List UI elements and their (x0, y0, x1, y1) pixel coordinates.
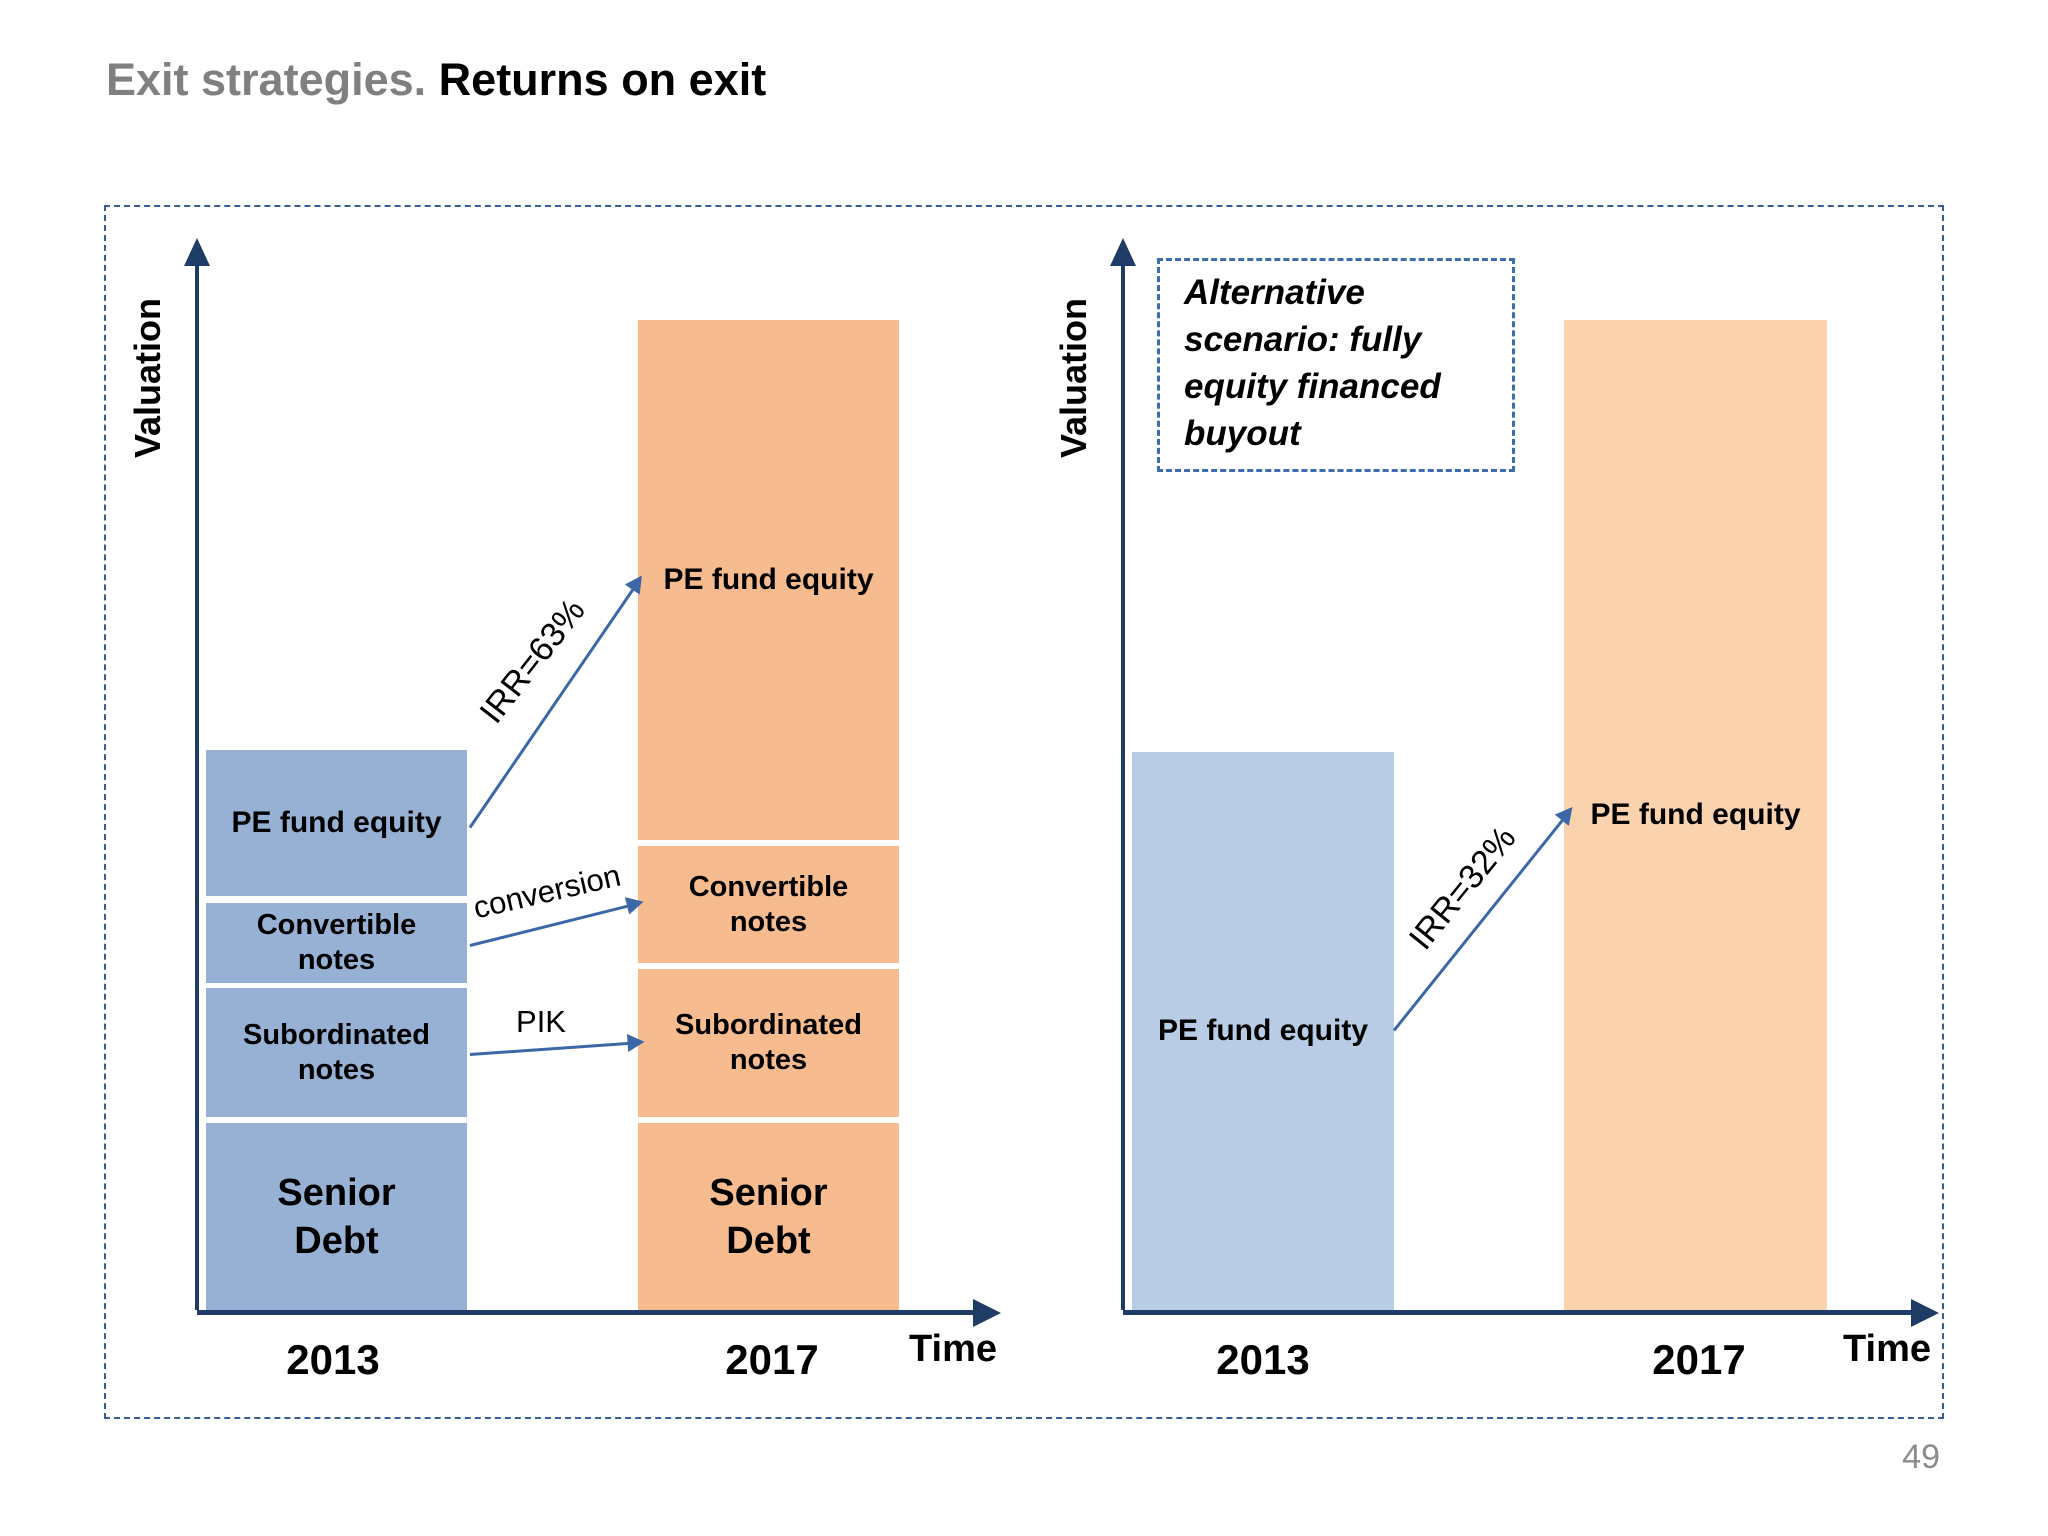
right-x-axis (1123, 1310, 1911, 1315)
left-2017-segment-pe-fund-equity: PE fund equity (638, 320, 899, 840)
left-x-axis (197, 1310, 973, 1315)
left-2017-segment-senior-debt: Senior Debt (638, 1123, 899, 1310)
right-x-axis-label: Time (1842, 1328, 1931, 1370)
left-2013-segment-pe-fund-equity: PE fund equity (206, 750, 467, 896)
right-tick-2017: 2017 (1652, 1336, 1746, 1383)
page-title: Exit strategies. Returns on exit (106, 54, 766, 106)
left-2013-segment-senior-debt: Senior Debt (206, 1123, 467, 1310)
left-2017-segment-subordinated-notes: Subordinated notes (638, 969, 899, 1117)
left-y-axis (195, 264, 199, 1310)
left-y-axis-arrow-icon (184, 238, 210, 266)
left-2013-segment-subordinated-notes: Subordinated notes (206, 988, 467, 1117)
right-2017-bar-pe-fund-equity: PE fund equity (1564, 320, 1827, 1310)
charts-outer-dashed-border (104, 205, 1944, 1419)
left-2017-segment-convertible-notes: Convertible notes (638, 846, 899, 963)
title-lead: Exit strategies. (106, 54, 427, 105)
left-tick-2017: 2017 (725, 1336, 819, 1383)
right-tick-2013: 2013 (1216, 1336, 1310, 1383)
title-main: Returns on exit (438, 54, 767, 105)
left-tick-2013: 2013 (286, 1336, 380, 1383)
page-number: 49 (1902, 1438, 1940, 1476)
left-2013-segment-convertible-notes: Convertible notes (206, 903, 467, 983)
left-x-axis-arrow-icon (973, 1299, 1001, 1327)
left-y-axis-label: Valuation (127, 297, 168, 459)
pik-label: PIK (516, 1004, 566, 1039)
right-2013-bar-pe-fund-equity: PE fund equity (1132, 752, 1394, 1310)
right-y-axis-arrow-icon (1110, 238, 1136, 266)
alternative-scenario-note: Alternative scenario: fully equity finan… (1157, 258, 1515, 472)
left-x-axis-label: Time (908, 1328, 997, 1370)
arrowhead-icon (626, 1032, 646, 1052)
right-y-axis (1121, 264, 1125, 1310)
right-x-axis-arrow-icon (1911, 1299, 1939, 1327)
right-y-axis-label: Valuation (1053, 297, 1094, 459)
